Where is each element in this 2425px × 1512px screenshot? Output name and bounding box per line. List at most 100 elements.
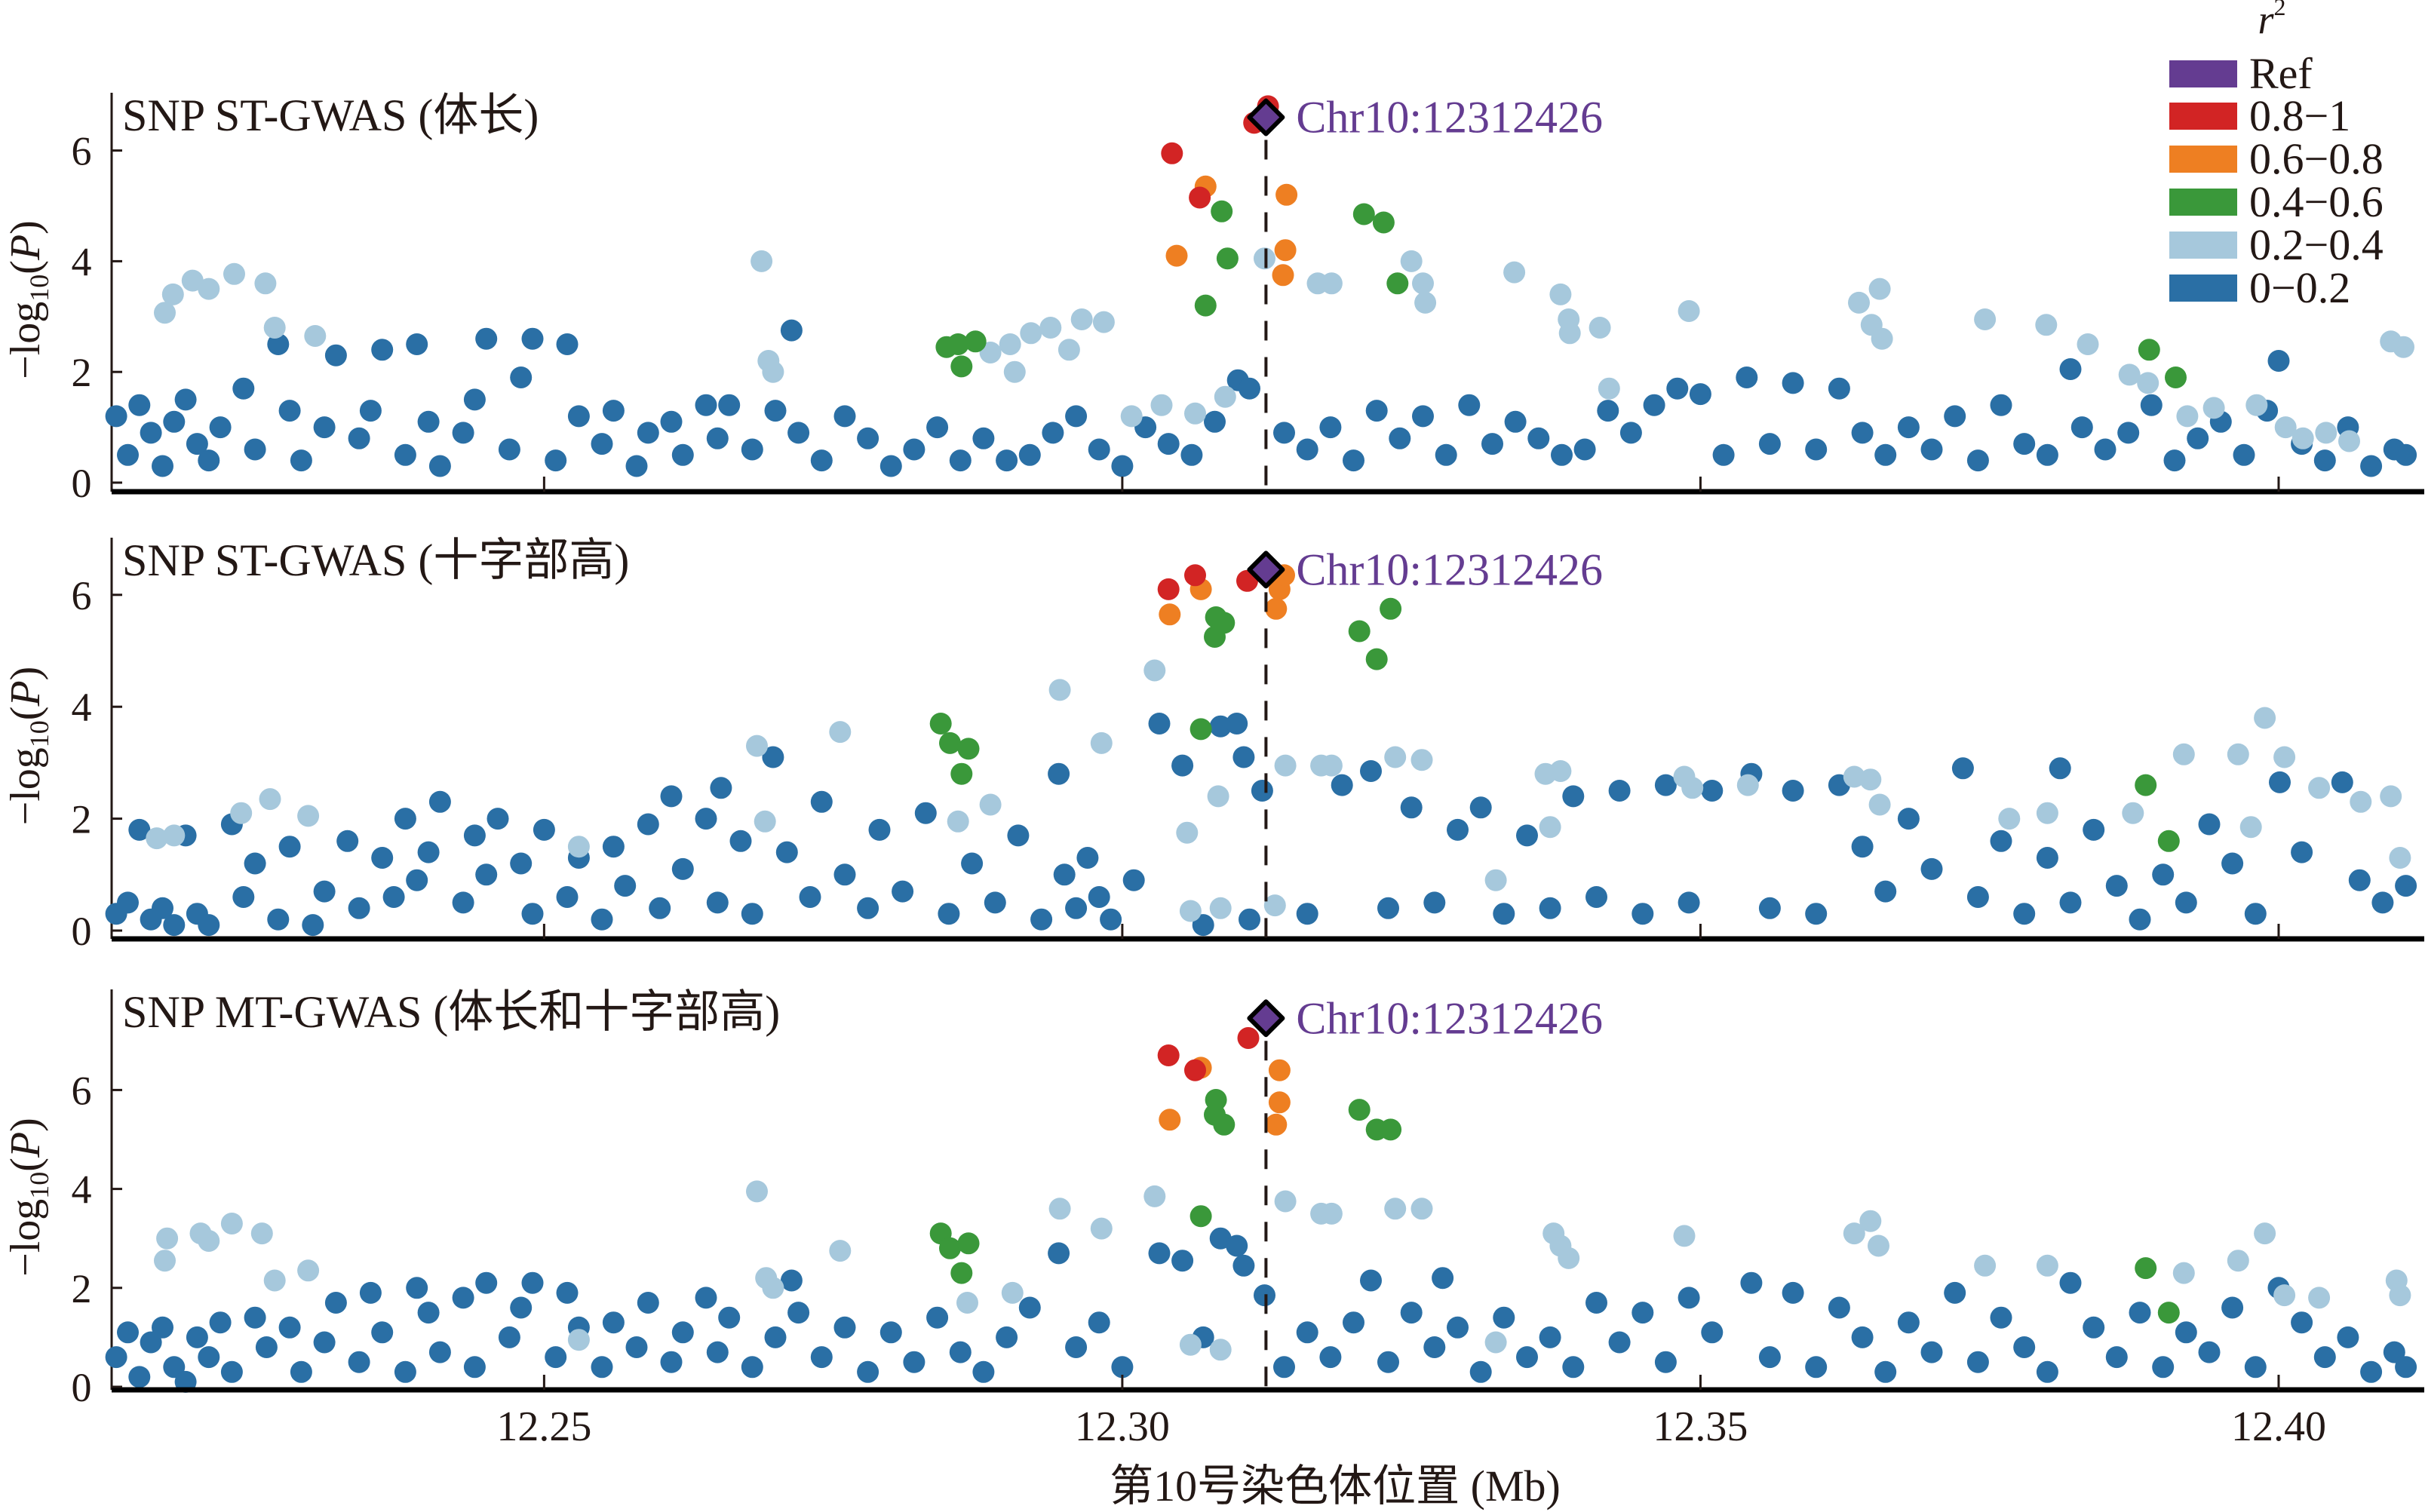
snp-point xyxy=(313,1331,336,1354)
snp-point xyxy=(1048,1198,1071,1220)
snp-point xyxy=(545,1346,567,1369)
snp-point xyxy=(938,903,960,925)
snp-point xyxy=(754,810,776,833)
snp-point xyxy=(348,427,370,449)
snp-point xyxy=(829,1240,852,1262)
snp-point xyxy=(1539,897,1561,919)
snp-point xyxy=(2059,358,2082,380)
snp-point xyxy=(2077,333,2099,355)
y-label-subscript: 10 xyxy=(24,720,54,747)
snp-point xyxy=(1348,1099,1371,1121)
y-label-subscript: 10 xyxy=(24,1172,54,1199)
snp-point xyxy=(1871,327,1893,350)
snp-point xyxy=(1343,1311,1364,1334)
snp-point xyxy=(718,394,741,416)
snp-point xyxy=(1360,760,1382,782)
snp-point xyxy=(2152,1356,2175,1379)
snp-point xyxy=(1251,780,1273,802)
snp-point xyxy=(1157,1044,1180,1066)
y-tick-label: 2 xyxy=(72,1266,92,1311)
y-label-var: P xyxy=(2,1132,49,1158)
snp-point xyxy=(949,1341,972,1363)
reference-snp-diamond xyxy=(1247,999,1285,1038)
snp-point xyxy=(2331,771,2353,793)
snp-point xyxy=(244,1306,266,1329)
panel-2: 0 2 4 6 −log10(P) Chr10:12312426 SNP ST-GWAS (… xyxy=(2,535,2424,954)
snp-point xyxy=(297,805,320,827)
snp-point xyxy=(741,1356,763,1379)
panel-title: SNP MT-GWAS (体长和十字部高) xyxy=(122,987,780,1037)
snp-point xyxy=(833,1316,856,1339)
snp-point xyxy=(304,325,327,347)
snp-point xyxy=(857,1360,879,1383)
snp-point xyxy=(2371,891,2394,914)
snp-point xyxy=(244,438,266,461)
y-label-open: ( xyxy=(2,1158,49,1172)
snp-point xyxy=(1551,443,1573,466)
snp-point xyxy=(463,1356,486,1379)
snp-point xyxy=(417,841,440,863)
y-axis-label: −log10(P) xyxy=(2,1118,54,1277)
snp-point xyxy=(1400,1302,1423,1324)
snp-point xyxy=(428,790,451,813)
snp-point xyxy=(2227,743,2249,765)
snp-point xyxy=(2094,438,2117,461)
snp-point xyxy=(1165,244,1188,267)
snp-point xyxy=(2393,336,2414,358)
snp-point xyxy=(1226,1234,1248,1257)
snp-point xyxy=(2380,785,2402,808)
snp-point xyxy=(2308,777,2331,799)
snp-point xyxy=(1048,762,1070,785)
snp-point xyxy=(2273,1284,2296,1307)
snp-point xyxy=(1666,377,1689,400)
snp-point xyxy=(2360,455,2383,477)
snp-point xyxy=(2267,350,2290,372)
snp-point xyxy=(463,824,486,847)
snp-point xyxy=(706,1341,729,1363)
snp-point xyxy=(2360,1360,2383,1383)
snp-point xyxy=(775,841,798,863)
snp-point xyxy=(382,886,405,908)
snp-point xyxy=(1944,405,1966,428)
snp-point xyxy=(1268,1091,1291,1114)
panel-title: SNP ST-GWAS (体长) xyxy=(122,90,539,140)
snp-point xyxy=(1458,394,1481,416)
snp-point xyxy=(2122,802,2144,824)
reference-snp-label: Chr10:12312426 xyxy=(1296,544,1603,594)
snp-point xyxy=(567,836,590,858)
snp-point xyxy=(406,1277,428,1299)
snp-point xyxy=(417,410,440,433)
x-tick-label: 12.25 xyxy=(496,1403,591,1450)
snp-point xyxy=(186,433,208,455)
snp-point xyxy=(278,836,301,858)
y-tick-label: 0 xyxy=(72,461,92,506)
snp-point xyxy=(406,333,428,355)
snp-point xyxy=(140,1331,162,1354)
snp-point xyxy=(2059,1271,2082,1294)
snp-point xyxy=(2254,707,2276,729)
snp-point xyxy=(637,813,659,836)
snp-point xyxy=(1868,278,1891,300)
y-tick-label: 4 xyxy=(72,1167,92,1213)
snp-point xyxy=(152,455,173,477)
snp-point xyxy=(1585,886,1607,908)
snp-point xyxy=(1120,405,1143,428)
snp-point xyxy=(128,1366,151,1388)
snp-point xyxy=(452,891,474,914)
snp-point xyxy=(1689,383,1711,406)
snp-point xyxy=(348,897,370,919)
snp-point xyxy=(105,1346,127,1369)
snp-point xyxy=(1386,272,1409,295)
snp-point xyxy=(1503,261,1526,284)
snp-point xyxy=(371,339,394,361)
snp-point xyxy=(810,449,833,472)
snp-point xyxy=(278,400,301,422)
snp-point xyxy=(452,1287,474,1309)
snp-point xyxy=(105,405,127,428)
snp-point xyxy=(2389,1284,2411,1307)
snp-point xyxy=(348,1351,370,1373)
y-label-close: ) xyxy=(2,220,49,235)
snp-point xyxy=(1782,372,1804,394)
snp-point xyxy=(1516,824,1538,847)
snp-point xyxy=(2013,903,2036,925)
